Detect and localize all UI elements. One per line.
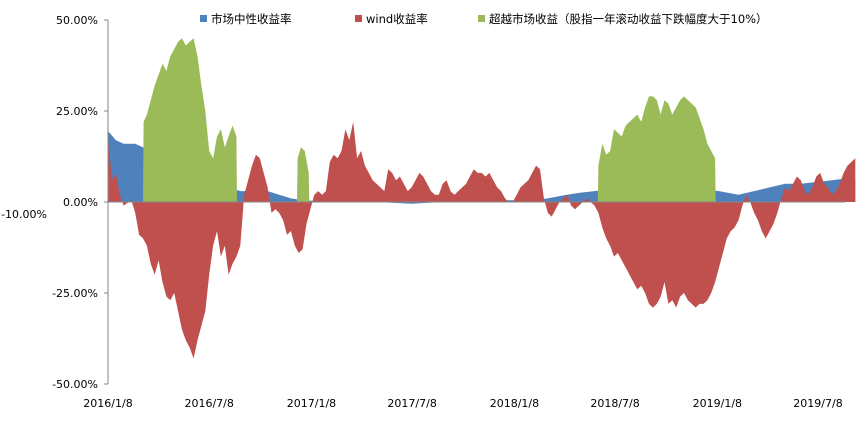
area-series-wind <box>108 121 856 359</box>
legend-marker-excess <box>478 15 485 22</box>
x-tick-label: 2019/7/8 <box>793 397 842 410</box>
x-tick-label: 2017/7/8 <box>387 397 436 410</box>
legend-label-wind: wind收益率 <box>366 12 428 26</box>
legend-marker-neutral <box>200 15 207 22</box>
axes: 50.00% 25.00% 0.00% -10.00% -25.00% -50.00% 20… <box>1 14 845 410</box>
legend-marker-wind <box>355 15 362 22</box>
x-tick-label: 2016/7/8 <box>184 397 233 410</box>
y-tick-label: 25.00% <box>56 105 98 118</box>
y-tick-label: -25.00% <box>52 287 98 300</box>
y-tick-label: -10.00% <box>1 208 47 221</box>
x-tick-label: 2017/1/8 <box>287 397 336 410</box>
area-series-excess <box>143 38 716 203</box>
plot-area <box>108 38 856 359</box>
legend-label-excess: 超越市场收益（股指一年滚动收益下跌幅度大于10%） <box>489 12 768 26</box>
y-tick-label: 0.00% <box>63 196 98 209</box>
legend-label-neutral: 市场中性收益率 <box>211 12 292 26</box>
x-tick-label: 2018/1/8 <box>490 397 539 410</box>
x-tick-label: 2016/1/8 <box>83 397 132 410</box>
x-tick-label: 2019/1/8 <box>693 397 742 410</box>
x-tick-label: 2018/7/8 <box>590 397 639 410</box>
legend: 市场中性收益率 wind收益率 超越市场收益（股指一年滚动收益下跌幅度大于10%… <box>200 12 768 26</box>
y-tick-label: -50.00% <box>52 378 98 391</box>
y-tick-label: 50.00% <box>56 14 98 27</box>
